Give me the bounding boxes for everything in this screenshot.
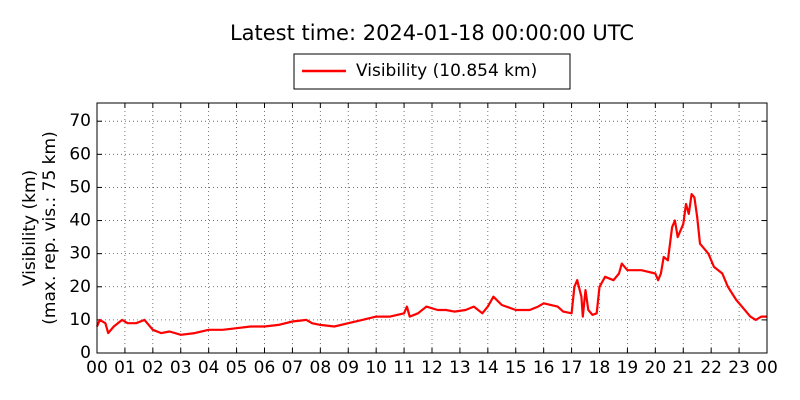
x-tick-label: 13 [449, 358, 471, 378]
plot-frame [96, 102, 768, 354]
x-tick-label: 16 [533, 358, 555, 378]
x-tick-label: 09 [337, 358, 359, 378]
x-tick-label: 14 [477, 358, 499, 378]
x-tick-label: 12 [421, 358, 443, 378]
x-tick-label: 20 [645, 358, 667, 378]
x-tick-label: 06 [254, 358, 276, 378]
x-tick-label: 08 [310, 358, 332, 378]
x-tick-label: 01 [114, 358, 136, 378]
x-tick-label: 23 [728, 358, 750, 378]
x-tick-label: 05 [226, 358, 248, 378]
legend-label: Visibility (10.854 km) [356, 61, 537, 81]
data-line [95, 193, 767, 336]
x-tick-label: 17 [561, 358, 583, 378]
x-tick-label: 07 [282, 358, 304, 378]
x-tick-label: 02 [142, 358, 164, 378]
x-tick-label: 11 [393, 358, 415, 378]
x-tick-label: 21 [672, 358, 694, 378]
y-tick-label: 40 [69, 211, 91, 231]
x-tick-label: 00 [756, 358, 778, 378]
y-tick-label: 50 [69, 177, 91, 197]
x-tick-label: 03 [170, 358, 192, 378]
chart-title: Latest time: 2024-01-18 00:00:00 UTC [230, 21, 634, 45]
y-tick-label: 20 [69, 277, 91, 297]
x-tick-label: 19 [617, 358, 639, 378]
x-tick-label: 04 [198, 358, 220, 378]
y-tick-label: 30 [69, 244, 91, 264]
y-tick-label: 10 [69, 310, 91, 330]
x-tick-label: 22 [700, 358, 722, 378]
y-tick-label: 0 [80, 343, 91, 363]
x-tick-label: 00 [86, 358, 108, 378]
y-tick-label: 60 [69, 144, 91, 164]
x-tick-label: 15 [505, 358, 527, 378]
y-axis-label: Visibility (km) [20, 170, 40, 286]
x-tick-label: 18 [589, 358, 611, 378]
x-tick-label: 10 [365, 358, 387, 378]
y-axis-label: (max. rep. vis.: 75 km) [40, 131, 60, 324]
y-tick-label: 70 [69, 111, 91, 131]
